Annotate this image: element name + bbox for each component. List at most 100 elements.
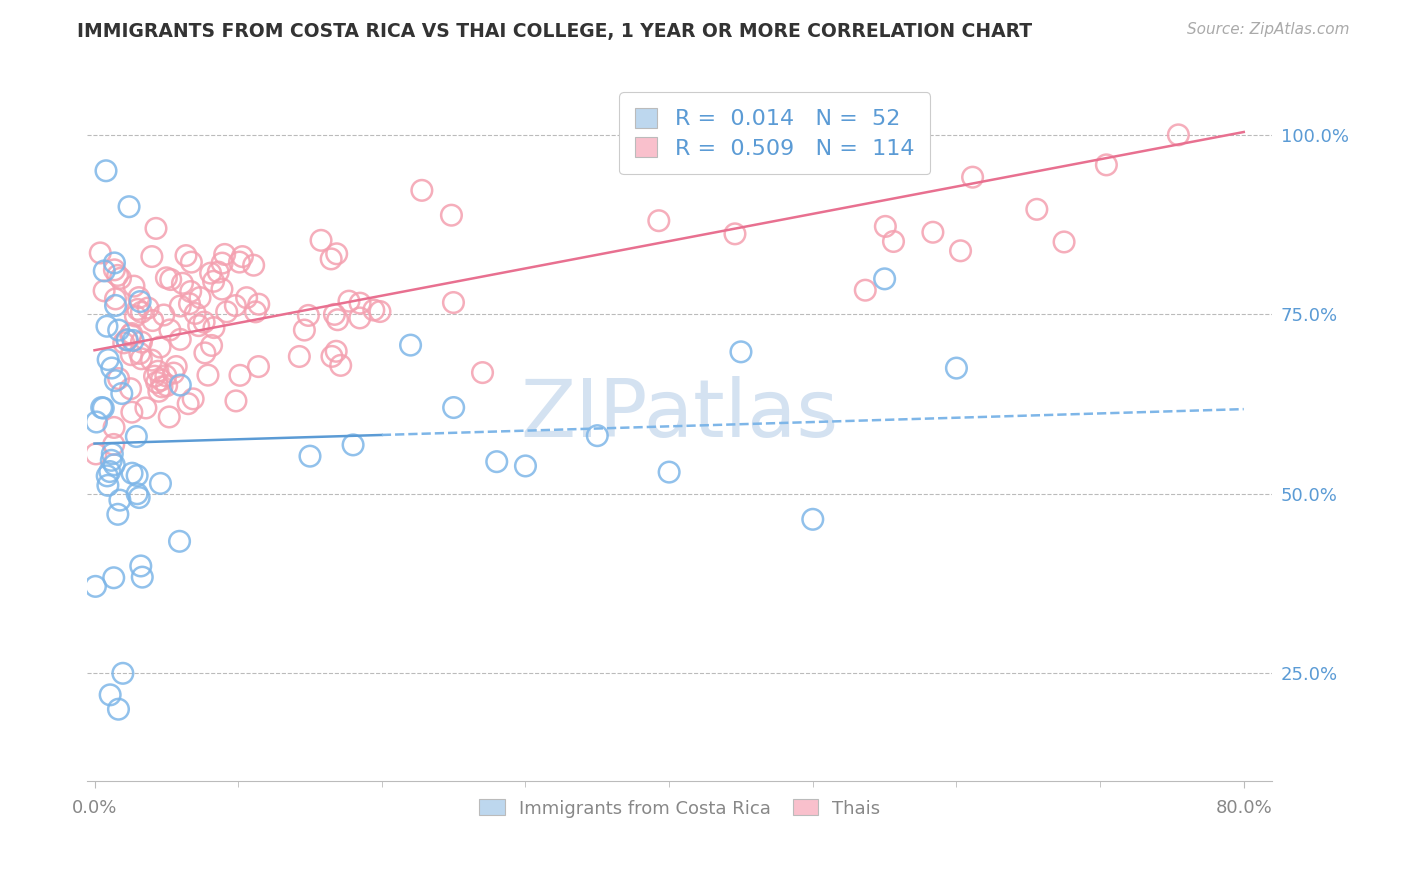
Point	[148, 384, 170, 399]
Point	[194, 346, 217, 360]
Point	[298, 449, 321, 463]
Point	[149, 476, 172, 491]
Point	[101, 447, 124, 461]
Point	[122, 279, 145, 293]
Point	[211, 282, 233, 296]
Point	[849, 136, 872, 150]
Point	[120, 327, 142, 342]
Point	[169, 332, 191, 346]
Point	[181, 392, 204, 406]
Point	[103, 437, 125, 451]
Point	[142, 313, 165, 327]
Point	[224, 299, 246, 313]
Point	[1167, 128, 1189, 142]
Point	[97, 478, 120, 492]
Point	[103, 420, 125, 434]
Point	[86, 415, 108, 429]
Point	[363, 303, 385, 318]
Point	[962, 170, 984, 185]
Point	[129, 294, 152, 309]
Point	[337, 294, 360, 309]
Point	[107, 268, 129, 283]
Point	[93, 284, 115, 298]
Point	[873, 272, 896, 286]
Point	[93, 264, 115, 278]
Point	[136, 301, 159, 315]
Point	[103, 256, 125, 270]
Point	[323, 307, 346, 321]
Text: ZIPatlas: ZIPatlas	[520, 376, 839, 454]
Point	[349, 296, 371, 310]
Point	[112, 335, 135, 350]
Point	[443, 401, 465, 415]
Point	[321, 252, 343, 266]
Point	[150, 380, 173, 394]
Point	[288, 350, 311, 364]
Point	[141, 250, 163, 264]
Point	[245, 305, 267, 319]
Point	[200, 338, 222, 352]
Point	[235, 291, 257, 305]
Point	[875, 219, 897, 234]
Point	[96, 468, 118, 483]
Point	[399, 338, 422, 352]
Point	[149, 340, 172, 354]
Point	[100, 453, 122, 467]
Point	[200, 266, 222, 280]
Point	[162, 366, 184, 380]
Point	[949, 244, 972, 258]
Point	[297, 309, 319, 323]
Point	[471, 366, 494, 380]
Point	[120, 382, 142, 396]
Point	[242, 258, 264, 272]
Point	[945, 361, 967, 376]
Point	[801, 512, 824, 526]
Point	[104, 374, 127, 388]
Point	[103, 571, 125, 585]
Point	[107, 508, 129, 522]
Point	[247, 359, 270, 374]
Point	[411, 183, 433, 197]
Legend: Immigrants from Costa Rica, Thais: Immigrants from Costa Rica, Thais	[472, 792, 887, 825]
Point	[159, 272, 181, 286]
Point	[292, 323, 315, 337]
Point	[104, 292, 127, 306]
Text: Source: ZipAtlas.com: Source: ZipAtlas.com	[1187, 22, 1350, 37]
Point	[177, 397, 200, 411]
Point	[98, 688, 121, 702]
Point	[107, 323, 129, 337]
Point	[215, 305, 238, 319]
Point	[150, 373, 173, 387]
Point	[103, 458, 125, 472]
Point	[187, 318, 209, 333]
Point	[586, 428, 609, 442]
Point	[515, 458, 537, 473]
Point	[730, 344, 752, 359]
Point	[152, 308, 174, 322]
Point	[197, 368, 219, 383]
Point	[329, 359, 352, 373]
Point	[155, 270, 177, 285]
Point	[202, 274, 225, 288]
Point	[180, 285, 202, 299]
Point	[128, 491, 150, 505]
Point	[157, 409, 180, 424]
Point	[104, 298, 127, 312]
Point	[98, 465, 121, 479]
Point	[111, 666, 134, 681]
Point	[658, 465, 681, 479]
Point	[443, 295, 465, 310]
Point	[225, 393, 247, 408]
Point	[174, 249, 197, 263]
Point	[127, 487, 149, 501]
Point	[110, 271, 132, 285]
Point	[207, 265, 229, 279]
Point	[349, 310, 371, 325]
Point	[84, 447, 107, 461]
Point	[180, 255, 202, 269]
Point	[121, 405, 143, 419]
Point	[188, 291, 211, 305]
Point	[155, 368, 177, 383]
Point	[127, 302, 149, 317]
Point	[124, 309, 146, 323]
